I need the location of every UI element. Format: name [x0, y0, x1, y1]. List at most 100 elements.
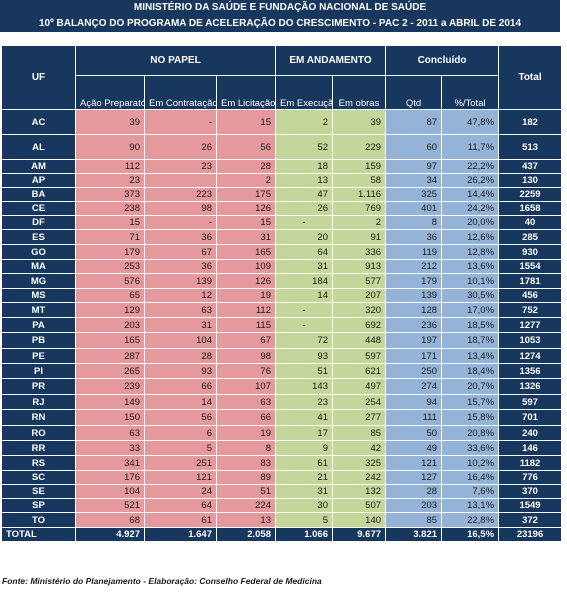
cell-em-obras: 621 [331, 363, 387, 379]
cell-em-obras: 597 [331, 348, 387, 364]
cell-em-execucao: 61 [275, 455, 333, 471]
cell-em-contratacao: 64 [144, 498, 217, 513]
cell-total: 40 [498, 215, 563, 230]
cell-em-execucao: 21 [275, 470, 333, 485]
total-cell-em-licitacao: 2.058 [216, 527, 276, 542]
cell-acao-preparatoria: 71 [75, 229, 145, 245]
table-row: PE 287 28 98 93 597 171 13,4% 1274 [1, 348, 563, 364]
title-report: 10º BALANÇO DO PROGRAMA DE ACELERAÇÃO DO… [0, 16, 560, 32]
cell-total: 370 [498, 484, 563, 499]
cell-concluido-pct: 12,6% [441, 229, 500, 245]
cell-acao-preparatoria: 68 [75, 512, 145, 528]
cell-em-execucao: 184 [275, 273, 333, 289]
cell-concluido-qtd: 34 [385, 173, 443, 188]
cell-total: 513 [498, 134, 563, 160]
cell-em-execucao: 9 [275, 440, 333, 456]
cell-em-contratacao: 104 [144, 332, 217, 349]
subheader-em-licitacao: Em Licitação [216, 75, 276, 110]
cell-em-contratacao: 6 [144, 425, 217, 441]
cell-concluido-qtd: 128 [385, 302, 443, 318]
cell-em-licitacao: 165 [216, 244, 276, 260]
cell-em-contratacao: 24 [144, 484, 217, 499]
cell-em-contratacao: 36 [144, 259, 217, 274]
cell-em-obras: 497 [331, 378, 387, 395]
cell-em-execucao: - [275, 215, 333, 230]
table-row: SE 104 24 51 31 132 28 7,6% 370 [1, 484, 563, 499]
cell-total: 752 [498, 302, 563, 318]
cell-em-execucao: 5 [275, 512, 333, 528]
cell-em-obras: 2 [331, 215, 387, 230]
cell-total: 1182 [498, 455, 563, 471]
cell-concluido-pct: 18,4% [441, 363, 500, 379]
cell-em-licitacao: 76 [216, 363, 276, 379]
cell-concluido-pct: 12,8% [441, 244, 500, 260]
cell-acao-preparatoria: 149 [75, 394, 145, 410]
cell-em-licitacao: 8 [216, 440, 276, 456]
cell-em-licitacao: 51 [216, 484, 276, 499]
cell-em-contratacao: 36 [144, 229, 217, 245]
cell-concluido-qtd: 236 [385, 317, 443, 333]
cell-total: 130 [498, 173, 563, 188]
total-cell-total: 23196 [498, 527, 563, 542]
subheader-em-contratacao: Em Contratação [144, 75, 217, 110]
table-row: PI 265 93 76 51 621 250 18,4% 1356 [1, 363, 563, 379]
cell-em-licitacao: 19 [216, 425, 276, 441]
cell-em-execucao: 64 [275, 244, 333, 260]
cell-concluido-qtd: 401 [385, 201, 443, 216]
title-ministry: MINISTÉRIO DA SAÚDE E FUNDAÇÃO NACIONAL … [0, 0, 560, 16]
cell-uf: MA [1, 259, 76, 274]
cell-acao-preparatoria: 33 [75, 440, 145, 456]
cell-uf: ES [1, 229, 76, 245]
cell-concluido-qtd: 325 [385, 187, 443, 202]
header-uf: UF [1, 45, 76, 110]
subheader-em-obras: Em obras [331, 75, 387, 110]
cell-uf: PA [1, 317, 76, 333]
table-row: CE 238 98 126 26 769 401 24,2% 1658 [1, 201, 563, 216]
cell-concluido-qtd: 197 [385, 332, 443, 349]
cell-uf: AM [1, 159, 76, 174]
cell-em-licitacao: 15 [216, 109, 276, 135]
cell-concluido-qtd: 85 [385, 512, 443, 528]
cell-em-obras: 42 [331, 440, 387, 456]
cell-em-contratacao: 121 [144, 470, 217, 485]
cell-uf: CE [1, 201, 76, 216]
cell-concluido-pct: 15,7% [441, 394, 500, 410]
cell-concluido-qtd: 87 [385, 109, 443, 135]
cell-em-licitacao: 89 [216, 470, 276, 485]
cell-em-obras: 577 [331, 273, 387, 289]
table-row: MA 253 36 109 31 913 212 13,6% 1554 [1, 259, 563, 274]
cell-em-contratacao: 139 [144, 273, 217, 289]
cell-em-execucao: 72 [275, 332, 333, 349]
cell-acao-preparatoria: 287 [75, 348, 145, 364]
total-cell-uf: TOTAL [1, 527, 76, 542]
cell-concluido-qtd: 111 [385, 409, 443, 426]
cell-em-licitacao: 19 [216, 288, 276, 303]
total-cell-em-contratacao: 1.647 [144, 527, 217, 542]
cell-acao-preparatoria: 179 [75, 244, 145, 260]
table-row: AP 23 2 13 58 34 26,2% 130 [1, 173, 563, 188]
cell-acao-preparatoria: 373 [75, 187, 145, 202]
cell-concluido-pct: 10,1% [441, 273, 500, 289]
cell-acao-preparatoria: 176 [75, 470, 145, 485]
cell-em-obras: 769 [331, 201, 387, 216]
cell-em-licitacao: 13 [216, 512, 276, 528]
subheader-pct-total: %/Total [441, 75, 500, 110]
cell-em-contratacao: 23 [144, 159, 217, 174]
cell-concluido-qtd: 60 [385, 134, 443, 160]
table-row: PA 203 31 115-692 236 18,5% 1277 [1, 317, 563, 333]
cell-em-execucao: 51 [275, 363, 333, 379]
cell-em-licitacao: 15 [216, 215, 276, 230]
cell-acao-preparatoria: 63 [75, 425, 145, 441]
subheader-em-execucao: Em Execução [275, 75, 333, 110]
cell-uf: SE [1, 484, 76, 499]
cell-em-obras: 336 [331, 244, 387, 260]
cell-em-contratacao: - [144, 215, 217, 230]
cell-concluido-pct: 10,2% [441, 455, 500, 471]
cell-total: 456 [498, 288, 563, 303]
cell-concluido-pct: 33,6% [441, 440, 500, 456]
cell-acao-preparatoria: 90 [75, 134, 145, 160]
cell-em-execucao: 13 [275, 173, 333, 188]
cell-em-licitacao: 98 [216, 348, 276, 364]
cell-uf: PR [1, 378, 76, 395]
